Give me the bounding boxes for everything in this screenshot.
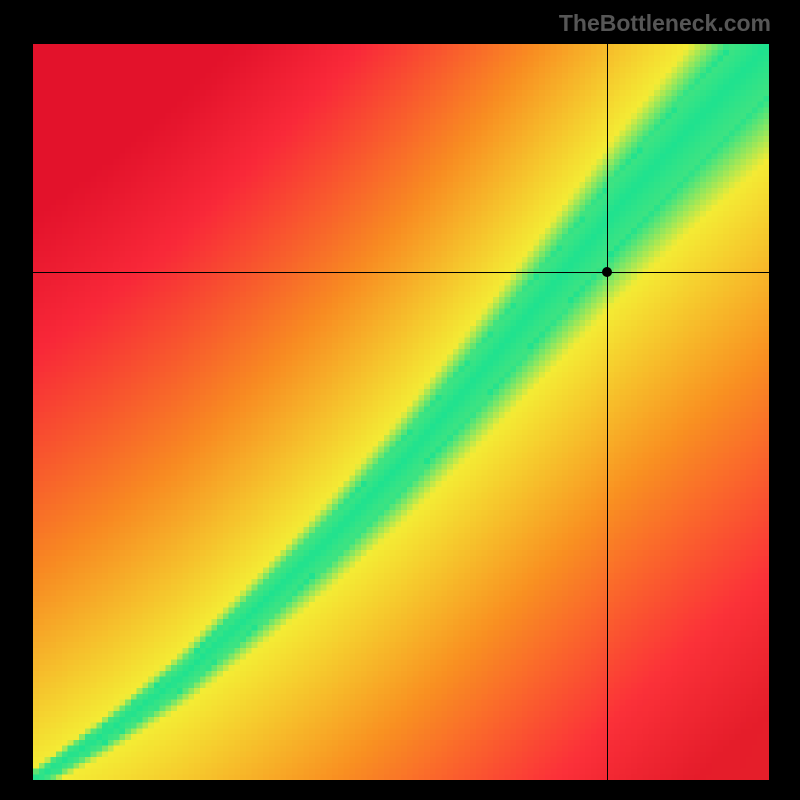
- crosshair-horizontal: [33, 272, 769, 273]
- watermark-text: TheBottleneck.com: [559, 10, 771, 37]
- crosshair-vertical: [607, 44, 608, 780]
- bottleneck-heatmap: [33, 44, 769, 780]
